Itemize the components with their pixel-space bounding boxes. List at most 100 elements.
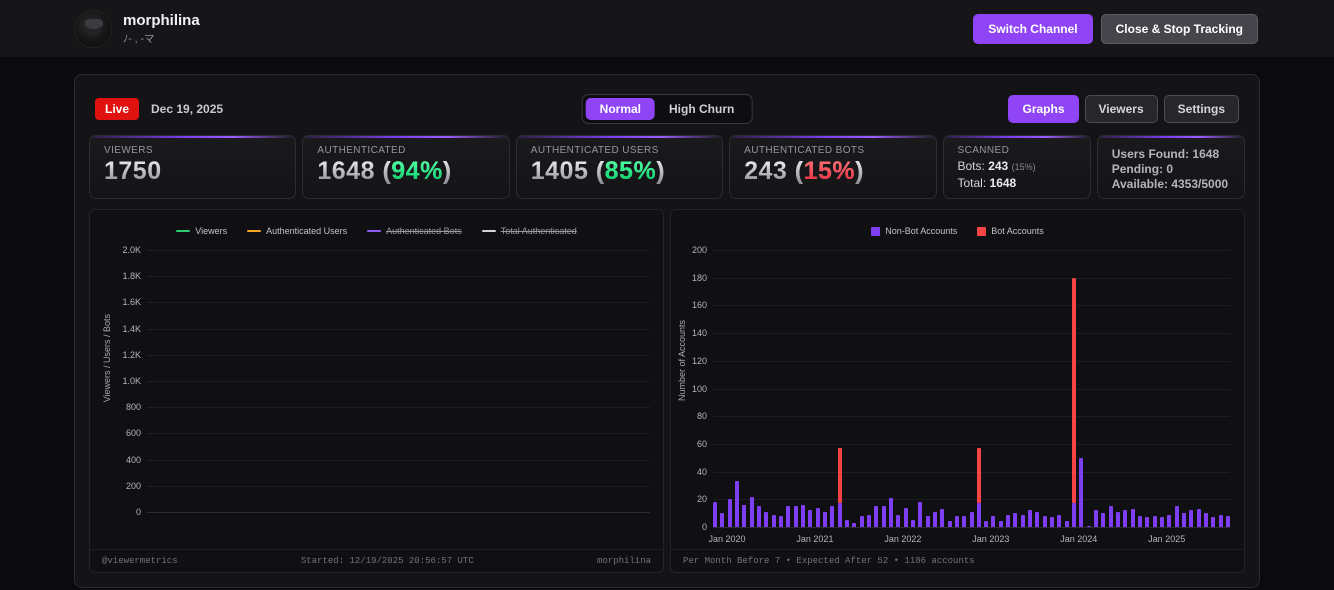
viewers-line-chart-panel: Viewers Authenticated Users Authenticated … — [89, 209, 664, 573]
scanned-total-line: Total: 1648 — [957, 176, 1017, 190]
non-bot-bar — [749, 496, 754, 527]
channel-avatar[interactable] — [74, 9, 112, 48]
non-bot-bar — [1218, 514, 1223, 527]
legend-swatch — [247, 230, 262, 232]
gridline — [713, 499, 1230, 501]
authenticated-label: AUTHENTICATED — [317, 145, 406, 156]
mode-normal-button[interactable]: Normal — [585, 97, 656, 120]
non-bot-bar — [808, 510, 813, 527]
non-bot-bar — [874, 506, 879, 527]
non-bot-bar — [720, 513, 725, 527]
non-bot-bar — [793, 506, 798, 527]
authenticated-bots-label: AUTHENTICATED BOTS — [744, 145, 865, 156]
bot-bar — [837, 448, 842, 504]
y-tick-label: 800 — [125, 402, 141, 413]
channel-info: morphilina ﾉ- , -マ — [123, 12, 200, 46]
non-bot-bar — [1174, 506, 1179, 527]
legend-label: Bot Accounts — [991, 226, 1044, 236]
y-tick-label: 60 — [696, 438, 707, 449]
non-bot-bar — [1006, 514, 1011, 527]
non-bot-bar — [1079, 457, 1084, 527]
gridline — [713, 443, 1230, 445]
non-bot-bar — [1108, 506, 1113, 527]
non-bot-bar — [1094, 510, 1099, 527]
non-bot-bar — [837, 503, 842, 527]
non-bot-bar — [800, 504, 805, 527]
close-stop-tracking-button[interactable]: Close & Stop Tracking — [1100, 13, 1258, 44]
x-tick-label: Jan 2024 — [1060, 534, 1098, 544]
legend-item[interactable]: Total Authenticated — [481, 226, 577, 236]
non-bot-bar — [954, 515, 959, 527]
legend-item[interactable]: Viewers — [176, 226, 227, 236]
gridline — [147, 250, 650, 251]
x-tick-label: Jan 2020 — [708, 534, 746, 544]
non-bot-bar — [756, 506, 761, 527]
toolbar: Live Dec 19, 2025 Normal High Churn Grap… — [89, 93, 1245, 124]
gridline — [147, 459, 650, 461]
y-tick-label: 160 — [691, 300, 707, 311]
bar-chart-legend: Non-Bot Accounts Bot Accounts — [671, 226, 1244, 236]
non-bot-bar — [903, 507, 908, 527]
gridline — [713, 471, 1230, 473]
non-bot-bar — [1042, 515, 1047, 527]
legend-item[interactable]: Authenticated Bots — [367, 226, 462, 236]
y-tick-label: 0 — [135, 507, 141, 517]
authenticated-card: AUTHENTICATED 1648 (94%) — [302, 135, 510, 199]
gridline — [713, 305, 1230, 307]
y-tick-label: 40 — [696, 466, 707, 477]
legend-item[interactable]: Bot Accounts — [977, 226, 1044, 236]
non-bot-bar — [830, 506, 835, 527]
non-bot-bar — [1211, 517, 1216, 527]
y-tick-label: 80 — [696, 411, 707, 422]
non-bot-bar — [881, 506, 886, 527]
authenticated-value: 1648 (94%) — [317, 159, 494, 184]
legend-swatch — [176, 230, 191, 232]
gridline — [713, 416, 1230, 418]
non-bot-bar — [991, 515, 996, 527]
mode-high-churn-button[interactable]: High Churn — [669, 101, 735, 116]
summary-card: Users Found: 1648 Pending: 0 Available: … — [1096, 135, 1245, 199]
non-bot-bar — [1013, 513, 1018, 527]
scanned-card: SCANNED Bots: 243 (15%) Total: 1648 — [942, 135, 1091, 199]
line-chart-footer: @viewermetrics Started: 12/19/2025 20:56… — [90, 549, 663, 572]
gridline — [147, 485, 650, 487]
non-bot-bar — [1035, 511, 1040, 527]
mode-segmented-control: Normal High Churn — [581, 93, 753, 124]
gridline — [147, 328, 650, 330]
legend-label: Non-Bot Accounts — [885, 226, 958, 236]
switch-channel-button[interactable]: Switch Channel — [973, 13, 1093, 44]
bar-chart-plot-area: 0 20 40 60 80 100 120 140 160 180 200 Jan 2020 Jan 2… — [692, 245, 1230, 544]
gridline — [713, 360, 1230, 362]
non-bot-bar — [778, 515, 783, 527]
gridline — [147, 276, 650, 278]
non-bot-bar — [859, 515, 864, 527]
non-bot-bar — [976, 503, 981, 527]
stat-cards-row: VIEWERS 1750 AUTHENTICATED 1648 (94%) AU… — [89, 135, 1245, 199]
authenticated-bots-value: 243 (15%) — [744, 159, 921, 184]
available-line: Available: 4353/5000 — [1111, 177, 1229, 191]
channel-subtitle: ﾉ- , -マ — [123, 32, 155, 45]
non-bot-bar — [1189, 510, 1194, 527]
non-bot-bar — [925, 515, 930, 527]
stream-date: Dec 19, 2025 — [151, 101, 224, 116]
non-bot-bar — [969, 511, 974, 527]
non-bot-bar — [786, 506, 791, 527]
legend-item[interactable]: Authenticated Users — [247, 226, 347, 236]
non-bot-bar — [1167, 514, 1172, 527]
x-tick-label: Jan 2022 — [884, 534, 922, 544]
bar-chart-footer: Per Month Before 7 • Expected After 52 •… — [671, 549, 1244, 572]
y-tick-label: 1.4K — [122, 323, 141, 334]
gridline — [713, 333, 1230, 335]
non-bot-bar — [998, 521, 1003, 527]
tab-viewers[interactable]: Viewers — [1084, 94, 1158, 123]
tab-graphs[interactable]: Graphs — [1008, 94, 1079, 123]
authenticated-users-label: AUTHENTICATED USERS — [530, 145, 659, 156]
legend-item[interactable]: Non-Bot Accounts — [871, 226, 957, 236]
scanned-bots-line: Bots: 243 (15%) — [957, 159, 1036, 173]
non-bot-bar — [1130, 509, 1135, 527]
tab-settings[interactable]: Settings — [1163, 94, 1239, 123]
non-bot-bar — [713, 502, 717, 527]
non-bot-bar — [727, 499, 732, 527]
non-bot-bar — [1160, 517, 1165, 527]
non-bot-bar — [1086, 525, 1091, 527]
